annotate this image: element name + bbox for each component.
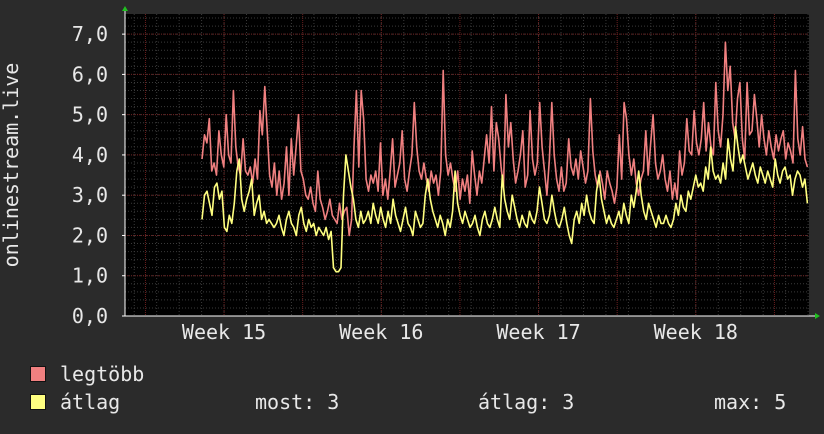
stat-atlag: átlag: 3 xyxy=(478,390,575,414)
series-line-atlag xyxy=(201,125,809,273)
legend-item-atlag: átlag xyxy=(30,390,120,414)
series-layer xyxy=(201,41,809,273)
stat-most: most: 3 xyxy=(255,390,340,414)
y-tick-label: 3,0 xyxy=(72,183,108,207)
axis-layer xyxy=(122,6,820,319)
y-tick-label: 4,0 xyxy=(72,143,108,167)
x-axis-arrow-icon xyxy=(815,313,820,319)
y-tick-label: 1,0 xyxy=(72,264,108,288)
y-tick-label: 7,0 xyxy=(72,22,108,46)
x-tick-label: Week 16 xyxy=(339,320,423,344)
x-tick-label: Week 18 xyxy=(654,320,738,344)
tick-layer: 0,0 1,0 2,0 3,0 4,0 5,0 6,0 7,0 Week 15 Week 16 We… xyxy=(72,22,738,344)
series-line-legtobb xyxy=(201,41,809,237)
y-axis-arrow-icon xyxy=(122,6,128,11)
legend-label-atlag: átlag xyxy=(60,390,121,414)
plot-background xyxy=(125,14,809,316)
y-tick-label: 0,0 xyxy=(72,304,108,328)
stat-max: max: 5 xyxy=(714,390,787,414)
legend-swatch-atlag xyxy=(30,394,46,410)
x-tick-label: Week 15 xyxy=(182,320,266,344)
legend-item-legtobb: legtöbb xyxy=(30,362,144,386)
legend-label-legtobb: legtöbb xyxy=(60,362,145,386)
legend-swatch-legtobb xyxy=(30,366,46,382)
x-tick-label: Week 17 xyxy=(496,320,580,344)
y-tick-label: 2,0 xyxy=(72,223,108,247)
y-axis-label: onlinestream.live xyxy=(0,63,23,268)
y-tick-label: 5,0 xyxy=(72,103,108,127)
y-tick-label: 6,0 xyxy=(72,62,108,86)
